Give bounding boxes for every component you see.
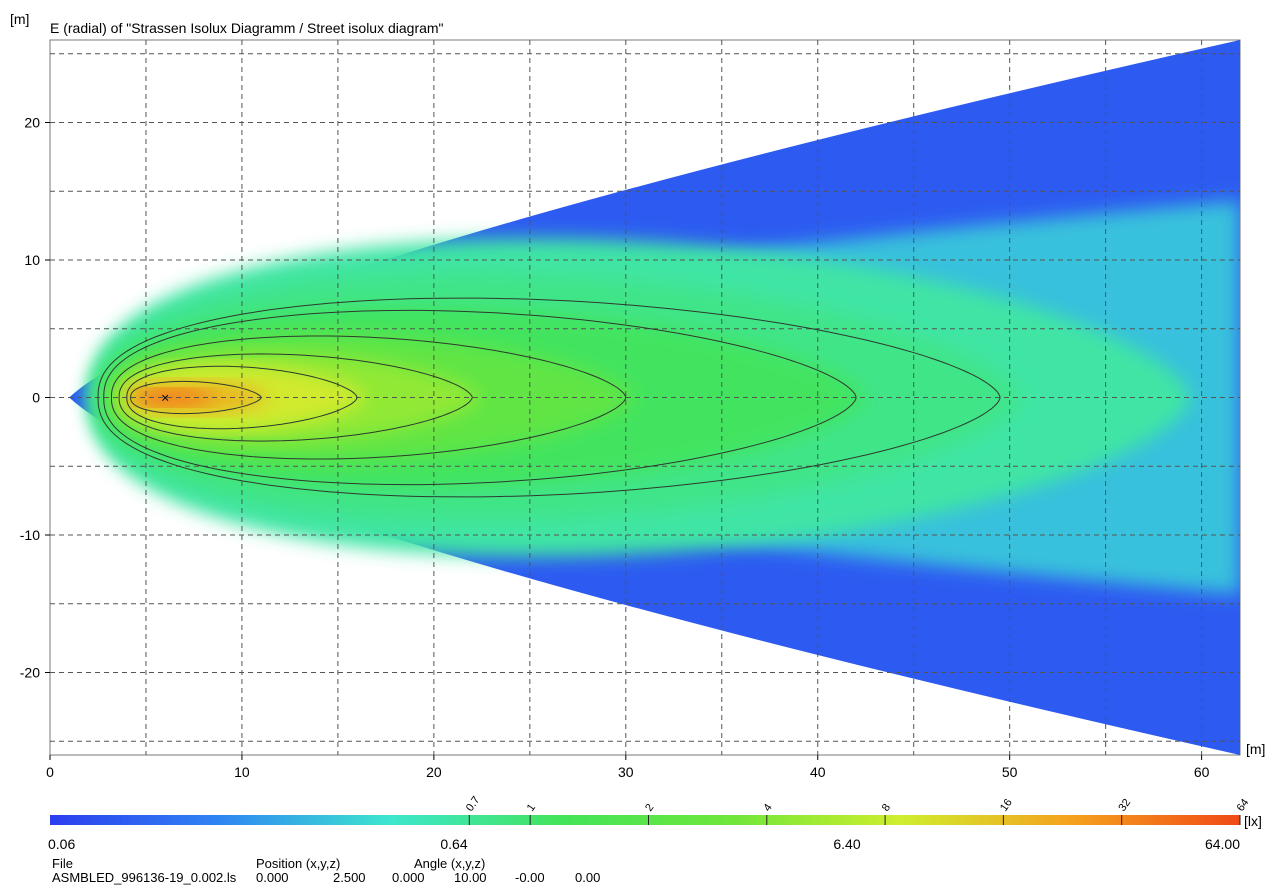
isolux-line <box>126 365 358 430</box>
colorbar-unit: [lx] <box>1244 813 1262 829</box>
isolux-line <box>118 353 473 442</box>
angle-value-z-2: 0.00 <box>575 870 601 885</box>
file-value: ASMBLED_996136-19_0.002.ls <box>52 870 237 885</box>
colorbar-level-label: 4 <box>761 802 774 814</box>
file-label: File <box>52 856 73 871</box>
isolux-line <box>97 297 1001 498</box>
x-tick-label: 20 <box>426 764 442 780</box>
angle-value-z-1: -0.00 <box>515 870 545 885</box>
position-value-y: 2.500 <box>333 870 366 885</box>
angle-label: Angle (x,y,z) <box>414 856 486 871</box>
isolux-contours <box>97 297 1001 498</box>
position-label: Position (x,y,z) <box>256 856 341 871</box>
y-tick-label: 20 <box>24 115 40 131</box>
colorbar-ticks: 0.7 1 2 4 8 16 32 64 0.06 0.64 6.40 64.00 <box>48 794 1251 852</box>
colorbar-level-label: 8 <box>880 802 893 814</box>
x-tick-label: 0 <box>46 764 54 780</box>
x-tick-label: 60 <box>1194 764 1210 780</box>
isolux-line <box>130 380 262 415</box>
colorbar-level-label: 2 <box>643 802 656 814</box>
axes: 0 10 20 30 40 50 60 -20 -10 0 10 20 <box>20 115 1210 781</box>
colorbar-level-label: 32 <box>1116 797 1133 814</box>
colorbar-level-label: 1 <box>525 802 538 814</box>
field-band-32 <box>134 389 216 406</box>
angle-value-y: 10.00 <box>454 870 487 885</box>
colorbar-strip <box>50 815 1240 825</box>
y-tick-label: 0 <box>32 390 40 406</box>
x-tick-label: 40 <box>810 764 826 780</box>
colorbar-value-label: 64.00 <box>1205 836 1240 852</box>
y-tick-label: -10 <box>20 527 40 543</box>
y-tick-label: 10 <box>24 252 40 268</box>
y-tick-label: -20 <box>20 665 40 681</box>
colorbar-level-label: 16 <box>998 797 1015 814</box>
colorbar-level-label: 64 <box>1235 797 1252 814</box>
y-axis-unit-label: [m] <box>10 11 29 27</box>
colorbar-value-label: 0.06 <box>48 836 75 852</box>
colorbar: 0.7 1 2 4 8 16 32 64 0.06 0.64 6.40 64.00 [lx] <box>48 794 1262 852</box>
position-value-x: 0.000 <box>256 870 289 885</box>
colorbar-value-label: 6.40 <box>833 836 860 852</box>
colorbar-value-label: 0.64 <box>440 836 467 852</box>
peak-marker: × <box>161 390 169 406</box>
isolux-line <box>110 335 627 460</box>
angle-value-x: 0.000 <box>392 870 425 885</box>
x-axis-unit-label: [m] <box>1246 741 1265 757</box>
isolux-line <box>103 309 857 486</box>
plot-area: × <box>49 39 1241 756</box>
colorbar-level-label: 0.7 <box>464 794 483 813</box>
grid-lines <box>50 40 1240 755</box>
x-tick-label: 10 <box>234 764 250 780</box>
x-tick-label: 30 <box>618 764 634 780</box>
x-tick-label: 50 <box>1002 764 1018 780</box>
chart-title: E (radial) of "Strassen Isolux Diagramm … <box>50 20 444 36</box>
